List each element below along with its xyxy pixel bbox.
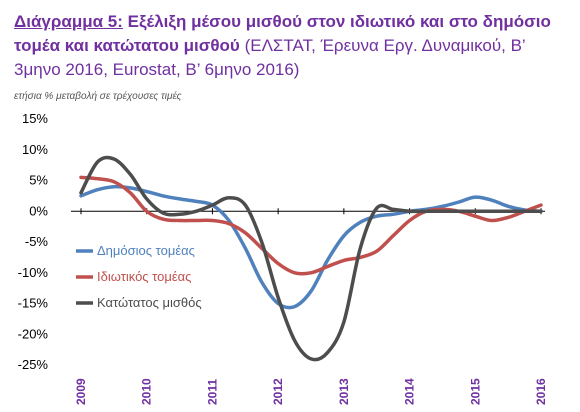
legend: Δημόσιος τομέας Ιδιωτικός τομέας Κατώτατος… [76,243,202,310]
chart-title-main: Εξέλιξη μέσου μισθού στον ιδιωτικό και σ… [14,12,551,55]
y-axis-ticks: 15% 10% 5% 0% -5% -10% -15% -20% -25% [18,111,49,372]
x-tick-label: 2012 [271,378,285,405]
x-tick-label: 2014 [403,378,417,405]
legend-item-minimum-wage: Κατώτατος μισθός [97,295,202,310]
x-tick-label: 2009 [74,378,88,405]
chart-title-label: Διάγραμμα 5: [14,12,123,31]
series-line-minimum-wage [79,155,543,362]
y-tick-label: 15% [22,111,48,126]
y-tick-label: -10% [18,265,49,280]
chart-title-source: (ΕΛΣΤΑΤ, Έρευνα Εργ. Δυναμικού, Β’ 3μηνο… [14,36,526,79]
chart-title: Διάγραμμα 5: Εξέλιξη μέσου μισθού στον ι… [14,10,569,82]
series-line-public-sector [79,184,543,310]
x-tick-label: 2010 [140,378,154,405]
y-tick-label: -25% [18,357,49,372]
x-axis-ticks: 2009 2010 2011 2012 2013 2014 2015 2016 [74,208,548,405]
y-tick-label: -15% [18,296,49,311]
y-tick-label: -20% [18,326,49,341]
x-tick-label: 2015 [468,378,482,405]
legend-item-public-sector: Δημόσιος τομέας [97,243,195,258]
y-tick-label: 0% [29,203,48,218]
x-tick-label: 2013 [337,378,351,405]
y-tick-label: -5% [25,234,49,249]
y-tick-label: 10% [22,142,48,157]
y-tick-label: 5% [29,173,48,188]
series-lines [79,155,543,362]
y-axis-label: ετήσια % μεταβολή σε τρέχουσες τιμές [14,91,182,102]
x-tick-label: 2011 [205,379,219,405]
x-tick-label: 2016 [534,378,548,405]
legend-item-private-sector: Ιδιωτικός τομέας [97,269,191,284]
